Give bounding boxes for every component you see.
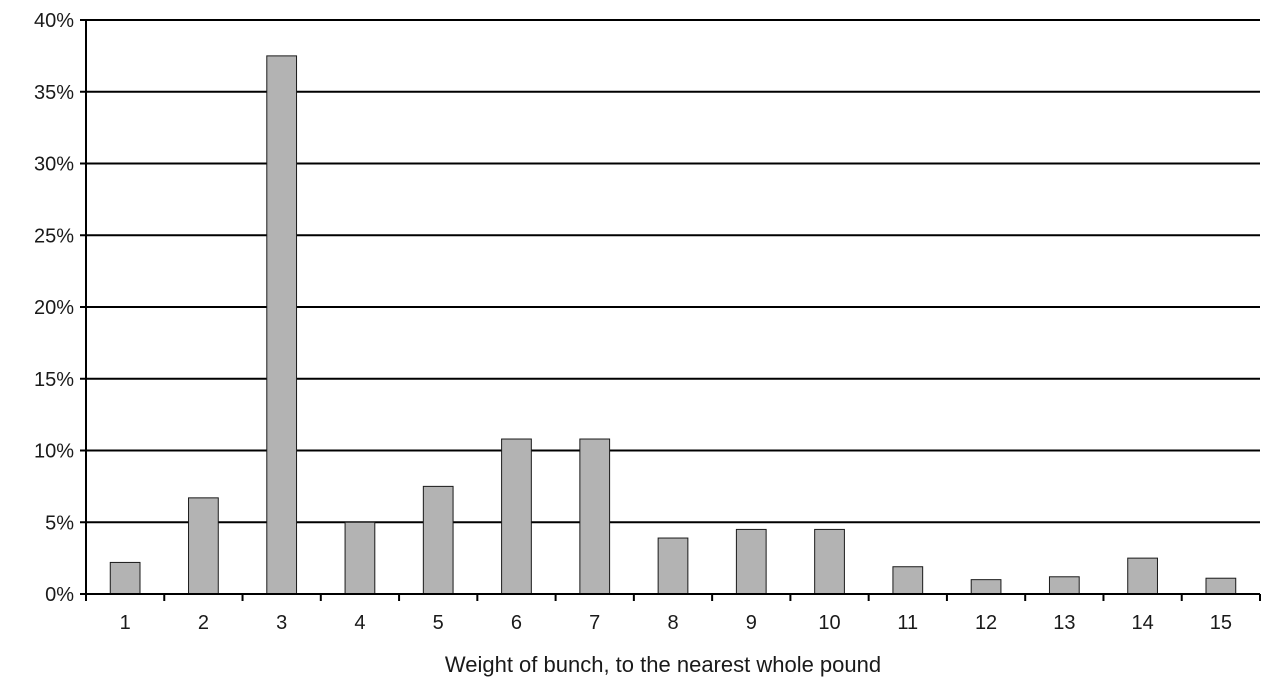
x-tick-label: 7 <box>589 612 600 634</box>
bar <box>422 485 454 595</box>
bar <box>1048 576 1080 595</box>
y-tick-label: 10% <box>34 441 74 463</box>
y-tick-label: 5% <box>45 512 74 534</box>
x-axis-label: Weight of bunch, to the nearest whole po… <box>445 652 881 677</box>
axes <box>80 19 1261 601</box>
y-tick-label: 0% <box>45 584 74 606</box>
bar <box>1127 557 1158 595</box>
x-tick-label: 3 <box>276 612 287 634</box>
bar <box>1205 577 1237 595</box>
x-tick-label: 15 <box>1210 612 1232 634</box>
bar <box>892 566 924 595</box>
x-tick-label: 1 <box>120 612 131 634</box>
y-tick-label: 20% <box>34 297 74 319</box>
gridlines <box>86 19 1260 524</box>
x-tick-label: 10 <box>818 612 840 634</box>
tick-labels: 0%5%10%15%20%25%30%35%40%1 2 3 4 5 6 7 8 9 10 11 12… <box>34 10 1232 634</box>
x-tick-label: 4 <box>354 612 365 634</box>
bar <box>814 528 845 595</box>
bar <box>188 497 219 595</box>
x-tick-label: 2 <box>198 612 209 634</box>
bar <box>657 537 689 595</box>
bar <box>266 55 298 595</box>
bar <box>501 438 532 595</box>
bar <box>735 528 767 595</box>
bar <box>344 521 376 595</box>
y-tick-label: 30% <box>34 154 74 176</box>
y-tick-label: 40% <box>34 10 74 32</box>
x-tick-label: 5 <box>433 612 444 634</box>
y-tick-label: 35% <box>34 82 74 104</box>
bar <box>970 579 1002 595</box>
bar <box>109 561 141 595</box>
x-tick-label: 11 <box>897 612 918 634</box>
y-tick-label: 15% <box>34 369 74 391</box>
x-tick-label: 8 <box>667 612 678 634</box>
x-tick-label: 12 <box>975 612 997 634</box>
x-tick-label: 13 <box>1053 612 1075 634</box>
x-tick-label: 6 <box>511 612 522 634</box>
x-tick-label: 9 <box>746 612 757 634</box>
y-tick-label: 25% <box>34 225 74 247</box>
bars <box>109 55 1237 595</box>
bar <box>579 438 611 595</box>
x-tick-label: 14 <box>1131 612 1153 634</box>
